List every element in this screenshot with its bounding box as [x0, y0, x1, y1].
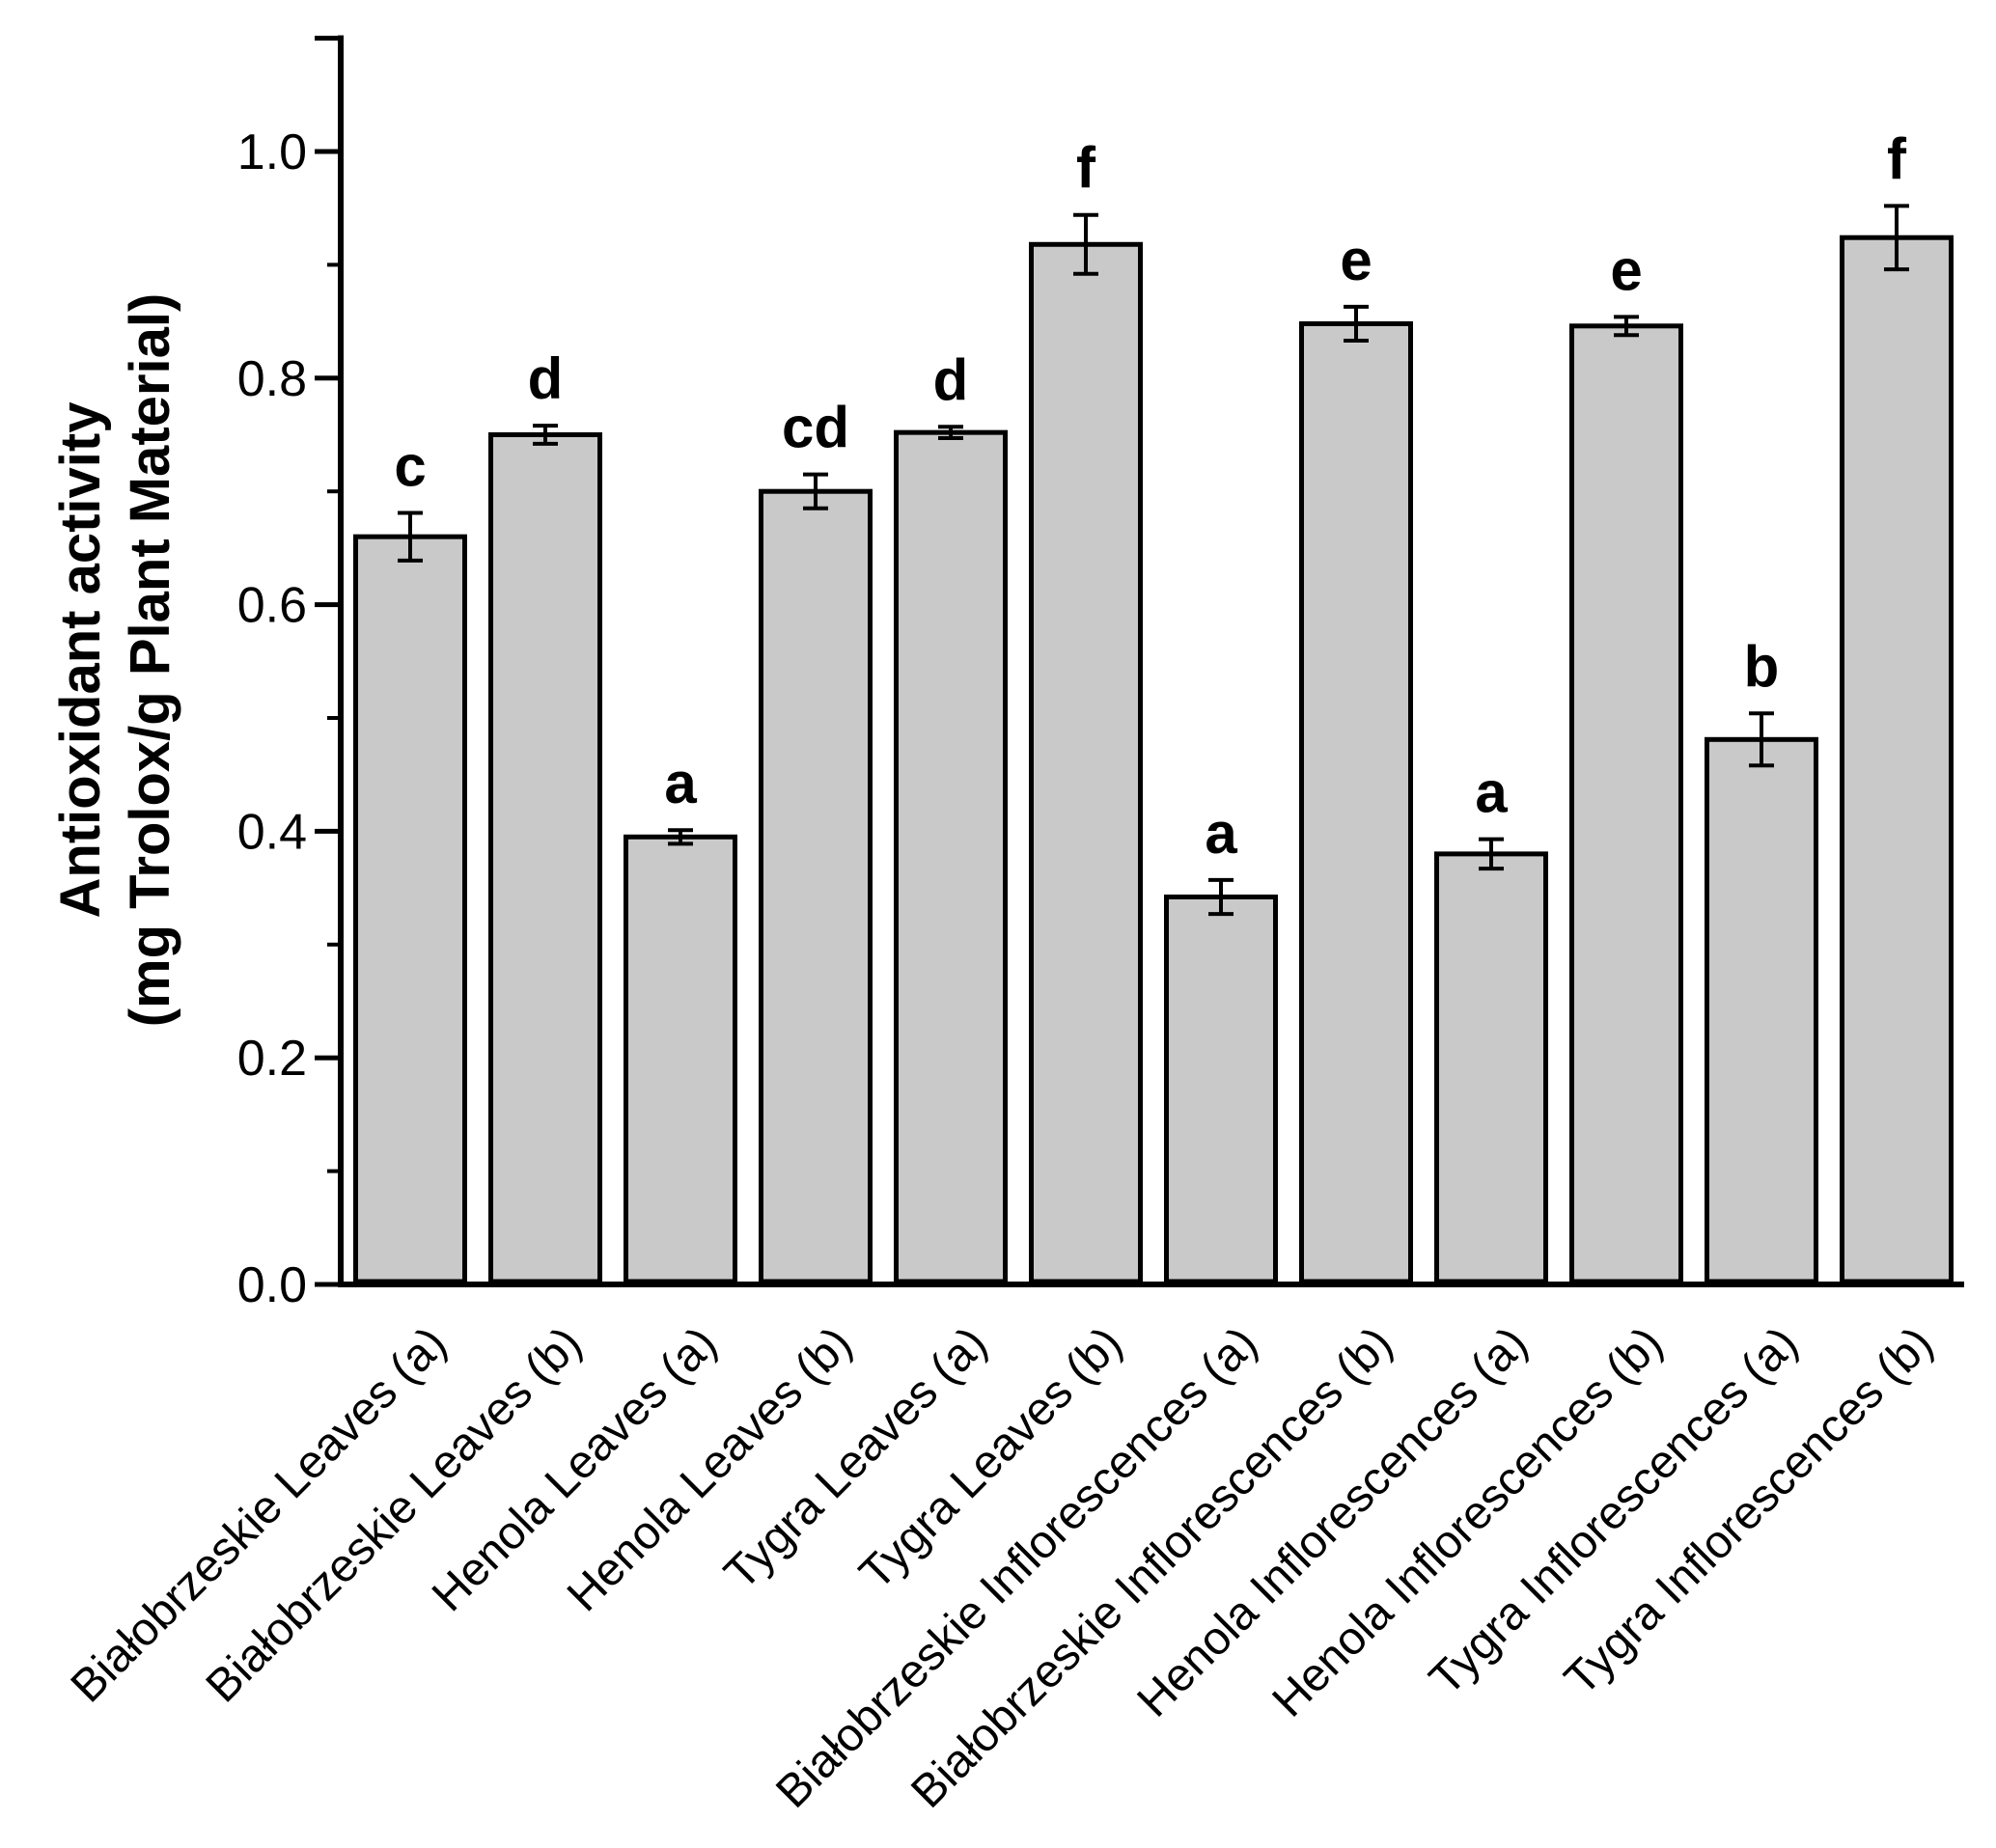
sig-letter-7: a — [1205, 801, 1237, 866]
y-major-tick — [315, 828, 341, 834]
bar-2 — [488, 432, 602, 1284]
bar-11 — [1705, 736, 1818, 1284]
y-axis-title-line1: Antioxidant activity — [49, 401, 112, 919]
y-minor-tick — [327, 942, 341, 947]
bar-6 — [1029, 241, 1143, 1284]
y-major-tick — [315, 375, 341, 381]
bar-8 — [1299, 320, 1413, 1284]
y-tick-label: 0.0 — [237, 1257, 307, 1313]
sig-letter-6: f — [1076, 136, 1096, 201]
y-tick-label: 0.8 — [237, 351, 307, 407]
y-major-tick — [315, 1282, 341, 1287]
y-major-tick — [315, 602, 341, 608]
sig-letter-12: f — [1887, 126, 1907, 191]
bar-9 — [1434, 851, 1548, 1284]
sig-letter-9: a — [1475, 760, 1508, 825]
y-axis-end-tick — [315, 36, 341, 41]
x-category-label-7: Białobrzeskie Inflorescences (a) — [766, 1317, 1267, 1818]
y-axis-title: Antioxidant activity (mg Trolox/g Plant … — [46, 33, 185, 1287]
y-minor-tick — [327, 716, 341, 720]
x-category-label-8: Białobrzeskie Inflorescences (b) — [901, 1317, 1402, 1818]
y-minor-tick — [327, 262, 341, 267]
bar-12 — [1840, 234, 1954, 1284]
y-minor-tick — [327, 489, 341, 494]
y-tick-label: 0.4 — [237, 804, 307, 860]
sig-letter-10: e — [1610, 237, 1642, 302]
sig-letter-3: a — [664, 751, 697, 815]
sig-letter-2: d — [528, 346, 564, 411]
bar-7 — [1164, 894, 1278, 1284]
sig-letter-5: d — [933, 347, 969, 412]
x-axis-line — [338, 1282, 1964, 1287]
sig-letter-11: b — [1744, 634, 1780, 699]
y-minor-tick — [327, 1169, 341, 1173]
bar-3 — [624, 834, 737, 1284]
bar-5 — [894, 429, 1008, 1284]
y-axis-line — [338, 35, 344, 1288]
y-tick-label: 0.2 — [237, 1031, 307, 1087]
sig-letter-4: cd — [782, 396, 849, 460]
sig-letter-8: e — [1340, 228, 1372, 292]
bar-4 — [759, 488, 873, 1284]
bar-1 — [353, 534, 467, 1284]
bar-10 — [1569, 323, 1683, 1284]
y-major-tick — [315, 1055, 341, 1061]
y-axis-title-line2: (mg Trolox/g Plant Material) — [119, 292, 181, 1028]
sig-letter-1: c — [394, 434, 426, 499]
y-tick-label: 0.6 — [237, 578, 307, 634]
y-major-tick — [315, 149, 341, 154]
y-tick-label: 1.0 — [237, 124, 307, 180]
